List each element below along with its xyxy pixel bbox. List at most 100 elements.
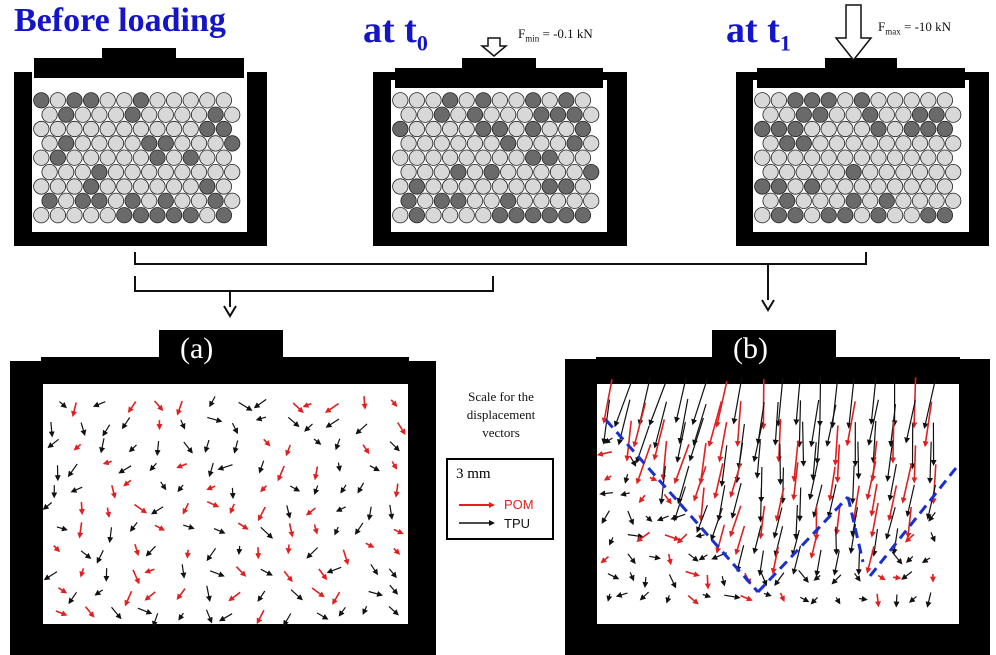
particle (903, 149, 920, 166)
tpu-legend-label: TPU (504, 516, 530, 531)
pom-displacement-vector (851, 485, 860, 522)
pom-displacement-vector (707, 401, 723, 448)
particle (500, 192, 517, 209)
pom-displacement-vector (362, 444, 370, 455)
particle (541, 207, 558, 224)
tpu-displacement-vector (754, 441, 761, 479)
particle (483, 106, 500, 123)
tpu-displacement-vector (178, 612, 185, 621)
particle (107, 164, 125, 181)
tpu-displacement-vector (255, 415, 267, 422)
tpu-displacement-vector (154, 441, 161, 456)
pom-displacement-vector (154, 524, 166, 531)
particle (49, 92, 67, 109)
particle (928, 106, 945, 123)
pom-displacement-vector (144, 591, 156, 601)
scale-caption: Scale for the displacement vectors (446, 388, 556, 442)
tpu-displacement-vector (325, 418, 340, 428)
particle (566, 192, 583, 209)
particle (558, 92, 575, 109)
particle (433, 135, 450, 152)
particle (524, 149, 542, 166)
particle (870, 207, 887, 224)
particle (466, 192, 484, 209)
particle (928, 135, 945, 152)
particle (74, 135, 91, 152)
particle (33, 207, 50, 224)
particle (458, 207, 475, 224)
particle (417, 192, 434, 209)
tpu-displacement-vector (866, 399, 879, 446)
tpu-displacement-vector (149, 462, 157, 472)
particle (132, 207, 149, 224)
pom-displacement-vector (176, 462, 188, 469)
tpu-displacement-vector (859, 595, 868, 602)
particle (508, 178, 525, 195)
particle (400, 135, 417, 152)
particle (475, 178, 492, 195)
particle (224, 192, 241, 209)
tpu-displacement-vector (921, 557, 931, 563)
particle (500, 164, 517, 181)
tpu-displacement-vector (203, 439, 210, 453)
particle (574, 92, 592, 109)
particle (182, 207, 199, 224)
particle (207, 192, 224, 209)
pom-displacement-vector (911, 445, 918, 484)
tpu-displacement-vector (871, 528, 879, 557)
particle (878, 164, 895, 181)
tpu-displacement-vector (846, 378, 855, 429)
tpu-displacement-vector (627, 510, 635, 526)
tpu-displacement-vector (205, 609, 213, 624)
particle (549, 135, 567, 152)
pom-displacement-vector (652, 419, 666, 461)
particle (583, 164, 600, 181)
particle (66, 149, 83, 166)
title-t0-main: at t (363, 9, 417, 51)
tpu-displacement-vector (47, 438, 59, 449)
particle (458, 149, 475, 166)
particle (895, 106, 912, 123)
pom-displacement-vector (692, 465, 707, 502)
tpu-displacement-vector (891, 528, 899, 555)
particle (441, 92, 459, 109)
particle (124, 135, 141, 152)
tpu-displacement-vector (59, 401, 67, 409)
tpu-displacement-vector (772, 401, 779, 446)
pom-displacement-vector (260, 485, 267, 493)
particle (945, 164, 962, 181)
particle (132, 149, 149, 166)
particle (820, 178, 837, 195)
pom-displacement-vector (55, 610, 68, 617)
pom-displacement-vector (361, 396, 368, 410)
tpu-displacement-vector (111, 606, 122, 620)
tpu-displacement-vector (152, 613, 159, 628)
scale-length-label: 3 mm (456, 466, 491, 482)
particle (895, 135, 912, 152)
tpu-displacement-vector (772, 507, 783, 539)
particle (408, 92, 425, 109)
particle (166, 149, 183, 166)
tpu-displacement-vector (904, 399, 916, 444)
tpu-displacement-vector (774, 572, 785, 587)
particle (392, 178, 409, 195)
pom-displacement-vector (666, 553, 673, 566)
tpu-displacement-vector (757, 488, 764, 523)
particle (408, 178, 425, 195)
title-t0-sub: 0 (416, 30, 428, 56)
tpu-displacement-vector (814, 424, 821, 465)
tpu-displacement-vector (92, 401, 106, 408)
tpu-displacement-vector (257, 590, 266, 602)
tpu-displacement-vector (735, 545, 745, 573)
particle (541, 92, 558, 109)
particle (215, 207, 232, 224)
tpu-displacement-vector (698, 554, 708, 561)
container-at-t0 (373, 58, 627, 246)
particle (928, 164, 945, 181)
particle (91, 192, 108, 209)
particle (903, 178, 920, 195)
tpu-displacement-vector (338, 606, 346, 617)
tpu-displacement-vector (96, 550, 104, 564)
particle (533, 135, 550, 152)
pom-displacement-vector (892, 574, 902, 581)
